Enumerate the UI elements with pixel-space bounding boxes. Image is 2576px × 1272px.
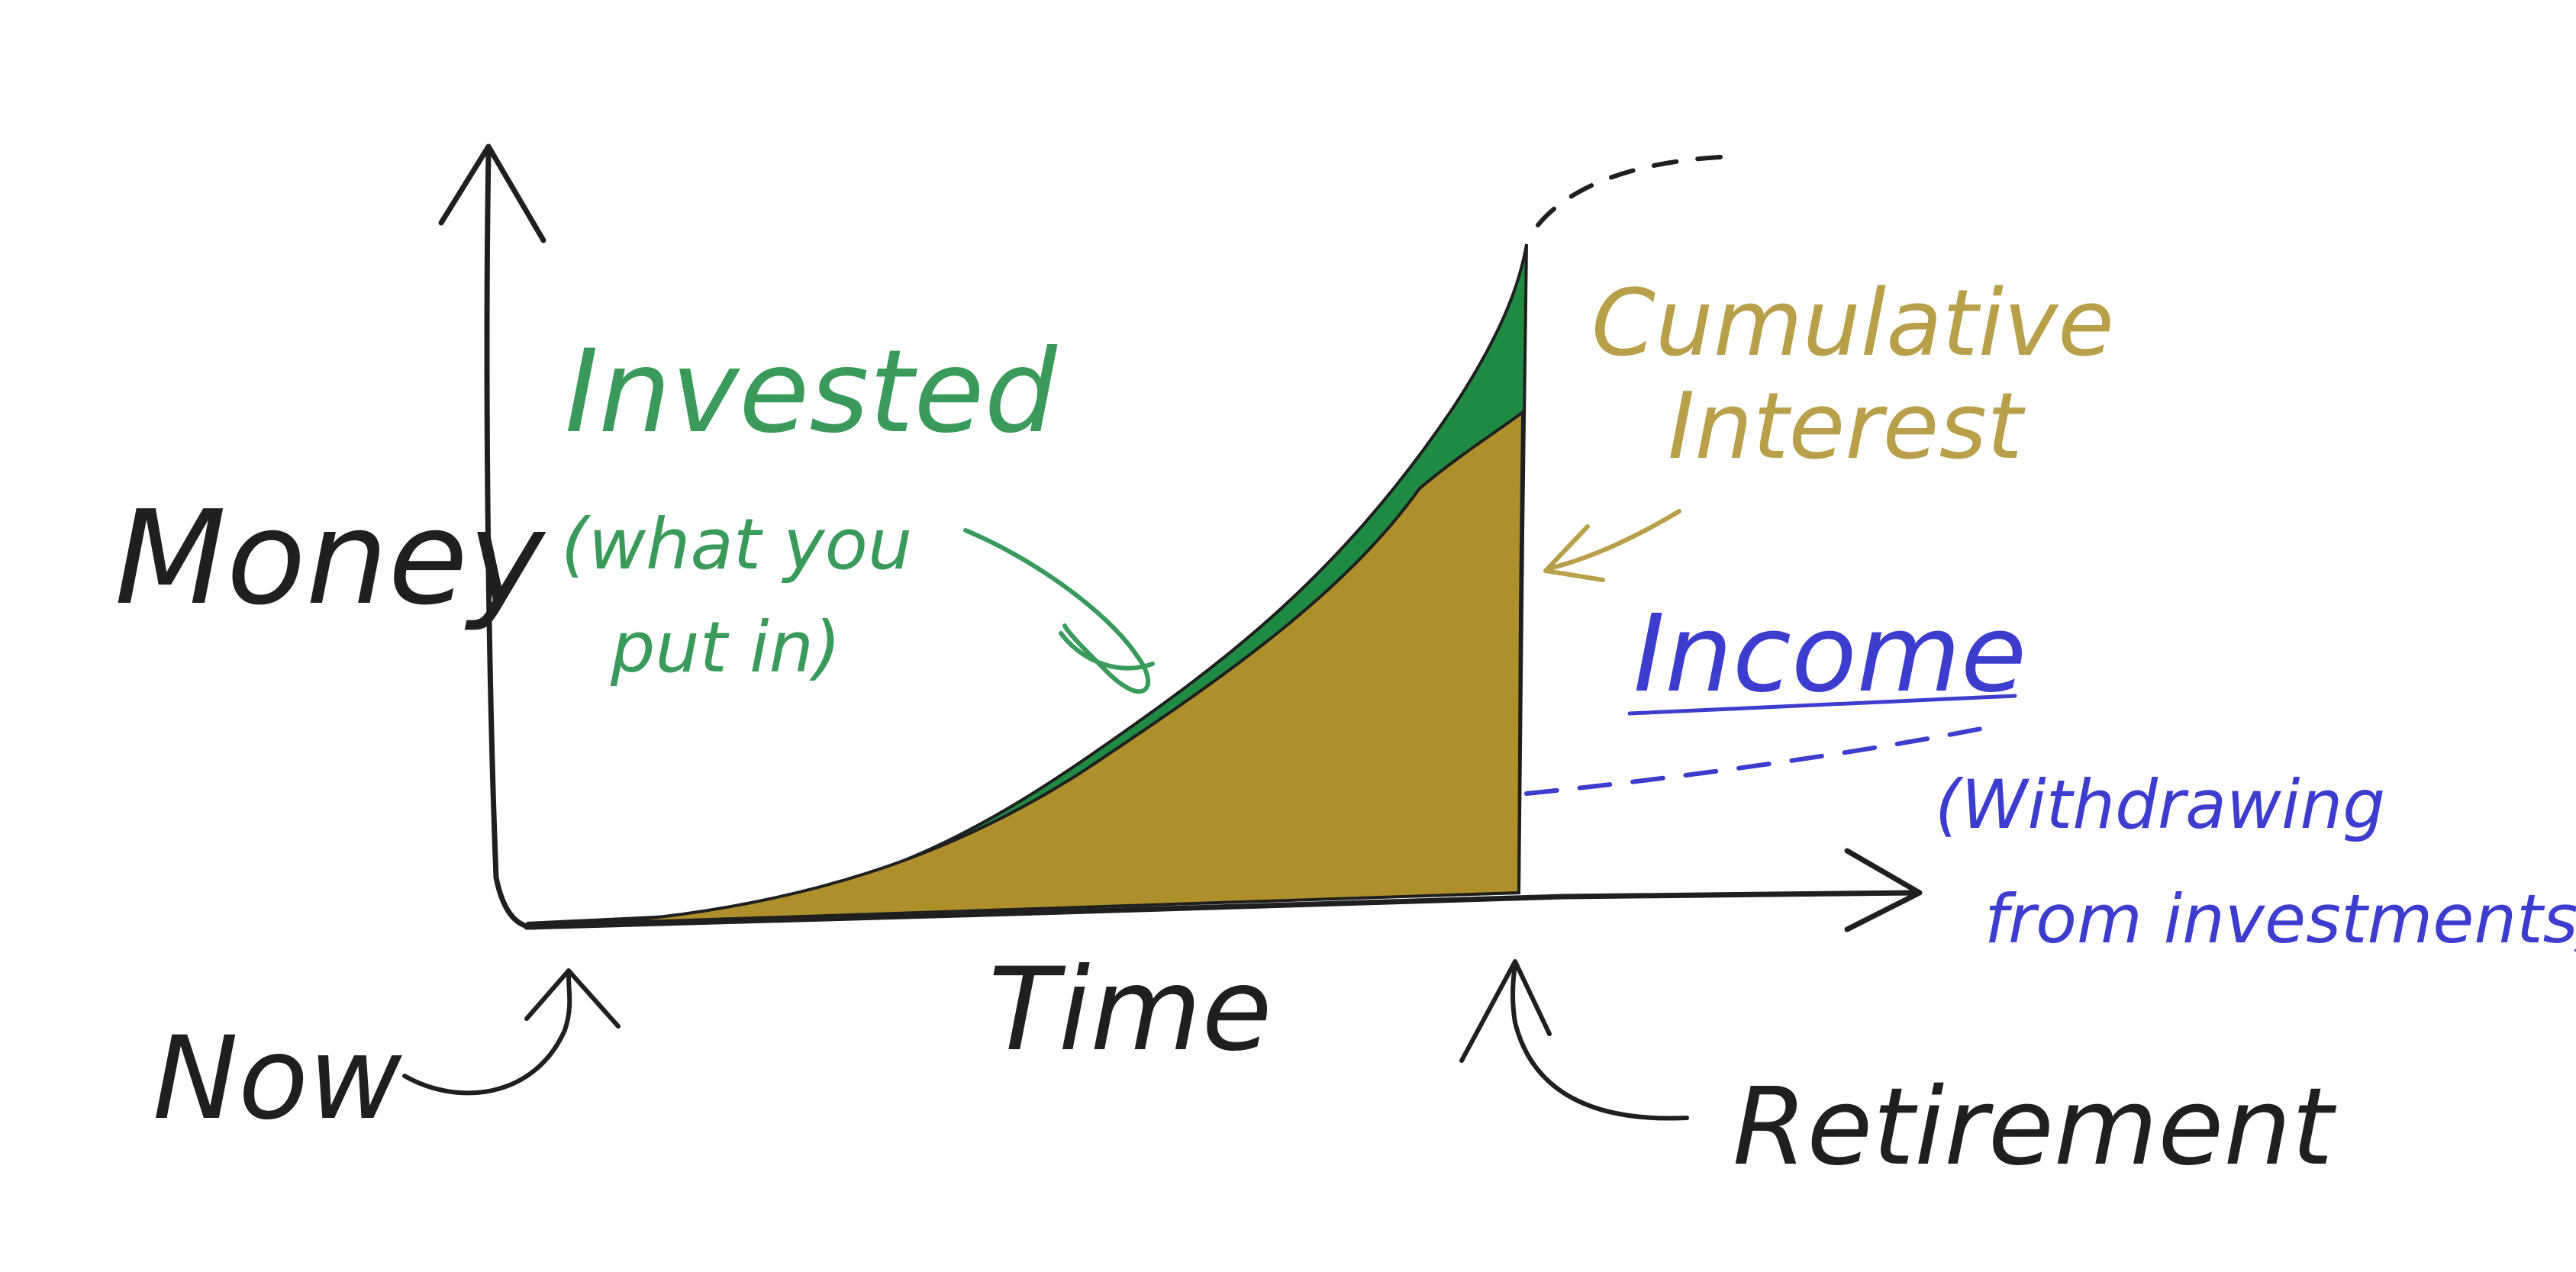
y-axis-line [484,150,537,930]
y-axis-label: Money [114,483,546,634]
now-arrowhead [524,968,621,1029]
now-arrow [402,974,572,1096]
income-note-line2: from investments) [1984,880,2576,958]
axes [438,143,1923,932]
interest-pointer-arrowhead [1543,524,1605,582]
invested-pointer-arrow [963,528,1151,694]
area-group [526,154,1735,925]
x-axis-line [524,890,1919,930]
income-note-line1: (Withdrawing [1935,765,2385,844]
income-dashed-line [1524,723,2002,796]
retirement-arrow [1510,963,1689,1121]
income-underline [1627,694,2017,716]
y-axis-arrowhead [438,143,546,243]
interest-label-line1: Cumulative [1591,271,2114,377]
retirement-arrowhead [1459,959,1552,1063]
x-axis-arrowhead [1844,848,1923,932]
interest-pointer-arrow [1547,509,1681,571]
retirement-label: Retirement [1733,1065,2337,1190]
income-label: Income [1633,592,2026,717]
invested-label: Invested [565,326,1058,459]
curve-continuation-dashed [1536,154,1735,227]
invested-note-line2: put in) [610,607,841,688]
interest-area [595,408,1525,925]
now-label: Now [153,1013,402,1145]
x-axis-label: Time [988,944,1272,1077]
invested-note-line1: (what you [561,504,912,585]
invested-pointer-arrowhead [1059,631,1155,671]
interest-label-line2: Interest [1668,374,2026,480]
